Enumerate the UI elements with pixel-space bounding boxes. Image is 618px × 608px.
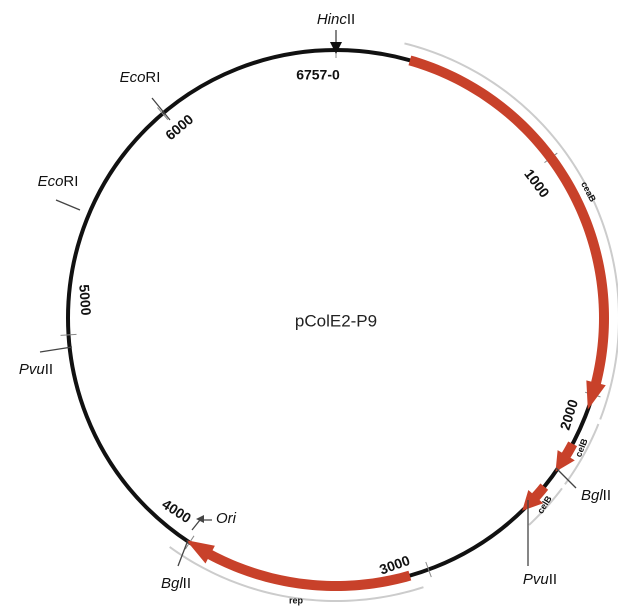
position-label: 1000 [521,166,553,201]
position-label: 6757-0 [296,67,340,83]
ori-arrow [196,515,204,523]
plasmid-name: pColE2-P9 [295,311,377,330]
site-label: PvuII [19,361,53,378]
site-line [555,467,577,489]
site-line [55,199,81,211]
site-line [39,346,73,353]
gene-bracket [169,546,424,603]
site-label: HincII [317,11,355,28]
site-label: EcoRI [38,173,79,190]
tick-mark [60,333,77,336]
tick-mark [425,561,432,578]
site-label: BglII [161,575,191,592]
tick-mark [157,107,169,121]
site-line [177,539,189,567]
gene-bracket [564,423,600,485]
position-label: 2000 [557,397,581,432]
site-label: Ori [216,510,237,527]
gene-arrow [408,55,609,410]
site-line [151,97,171,121]
site-label: EcoRI [120,69,161,86]
gene-arrow [522,483,549,511]
gene-label: rep [289,595,304,605]
site-label: BglII [581,487,611,504]
gene-arrow [555,441,578,472]
gene-arrow [186,540,412,591]
position-label: 5000 [76,284,94,316]
gene-bracket [528,487,563,526]
site-markers [39,30,577,567]
site-arrow [330,42,342,54]
site-label: PvuII [523,571,557,588]
